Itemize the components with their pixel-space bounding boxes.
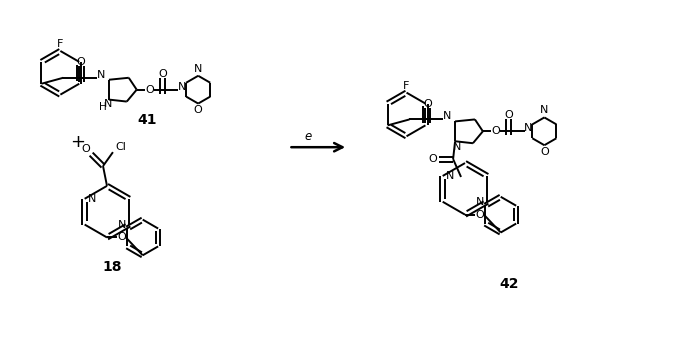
Text: F: F xyxy=(57,39,64,49)
Text: O: O xyxy=(194,105,202,116)
Text: 42: 42 xyxy=(499,277,519,291)
Text: N: N xyxy=(453,142,461,152)
Text: F: F xyxy=(403,81,410,91)
Text: O: O xyxy=(504,110,513,120)
Text: 41: 41 xyxy=(137,114,156,128)
Text: O: O xyxy=(475,210,484,220)
Text: O: O xyxy=(540,147,549,157)
Text: O: O xyxy=(158,69,167,79)
Text: N: N xyxy=(194,64,202,74)
Text: O: O xyxy=(145,85,154,95)
Text: O: O xyxy=(82,144,90,154)
Text: N: N xyxy=(476,197,484,207)
Text: N: N xyxy=(104,98,112,108)
Text: H: H xyxy=(99,102,107,111)
Text: N: N xyxy=(88,194,96,204)
Text: N: N xyxy=(445,171,454,181)
Text: +: + xyxy=(70,133,85,151)
Text: N: N xyxy=(540,105,549,116)
Text: O: O xyxy=(77,57,85,67)
Text: N: N xyxy=(443,111,452,121)
Text: 18: 18 xyxy=(102,260,122,274)
Text: e: e xyxy=(304,130,312,143)
Text: O: O xyxy=(491,126,500,136)
Text: O: O xyxy=(423,98,432,108)
Text: N: N xyxy=(524,123,533,133)
Text: N: N xyxy=(97,70,105,80)
Text: Cl: Cl xyxy=(116,142,126,152)
Text: O: O xyxy=(118,233,126,242)
Text: N: N xyxy=(178,82,186,92)
Text: O: O xyxy=(428,154,437,164)
Text: N: N xyxy=(118,220,127,229)
